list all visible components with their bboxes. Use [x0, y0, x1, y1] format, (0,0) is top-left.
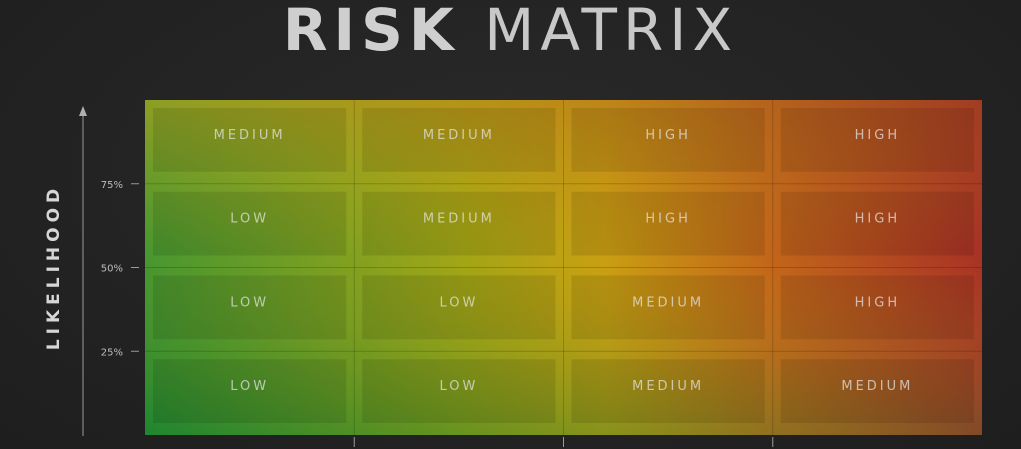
cell-risk-label: MEDIUM [841, 379, 913, 394]
cell-risk-label: HIGH [645, 128, 690, 143]
cell-inner-panel [780, 359, 974, 423]
matrix-cell: MEDIUM [153, 108, 347, 172]
x-axis-ticks [353, 437, 774, 447]
cell-inner-panel [571, 275, 765, 340]
cell-risk-label: LOW [439, 379, 478, 394]
cell-inner-panel [153, 191, 347, 256]
matrix-cell: MEDIUM [571, 275, 765, 340]
matrix-cell: MEDIUM [362, 108, 556, 172]
cell-inner-panel [153, 359, 347, 423]
cell-risk-label: HIGH [855, 212, 900, 227]
matrix-cell: LOW [153, 359, 347, 423]
y-axis-title: LIKELIHOOD [44, 183, 64, 351]
matrix-cell: HIGH [571, 191, 765, 256]
y-tick-label: 75% [101, 180, 123, 191]
cell-risk-label: MEDIUM [423, 212, 495, 227]
matrix-cell: LOW [362, 275, 556, 340]
cell-risk-label: LOW [439, 295, 478, 310]
cell-inner-panel [780, 108, 974, 172]
y-axis-arrow [79, 106, 87, 116]
cell-risk-label: MEDIUM [423, 128, 495, 143]
cell-risk-label: LOW [230, 212, 269, 227]
cell-risk-label: LOW [230, 295, 269, 310]
title-bold-word: RISK [282, 0, 460, 64]
cell-inner-panel [362, 359, 556, 423]
matrix-cells: MEDIUM MEDIUM HIGH HIGH LOW MEDIUM HIGH HIGH LOW… [153, 108, 974, 423]
matrix-cell: MEDIUM [780, 359, 974, 423]
page-title: RISK MATRIX [0, 0, 1021, 60]
y-tick-label: 50% [101, 264, 123, 275]
matrix-cell: MEDIUM [362, 191, 556, 256]
matrix-cell: LOW [153, 191, 347, 256]
cell-inner-panel [571, 191, 765, 256]
matrix-cell: LOW [362, 359, 556, 423]
cell-inner-panel [362, 275, 556, 340]
cell-risk-label: MEDIUM [632, 379, 704, 394]
cell-risk-label: HIGH [855, 128, 900, 143]
cell-inner-panel [571, 108, 765, 172]
matrix-cell: HIGH [780, 275, 974, 340]
matrix-cell: HIGH [571, 108, 765, 172]
matrix-grid [145, 100, 982, 435]
cell-risk-label: MEDIUM [214, 128, 286, 143]
cell-risk-label: MEDIUM [632, 295, 704, 310]
cell-inner-panel [362, 191, 556, 256]
matrix-cell: HIGH [780, 191, 974, 256]
matrix-background [145, 100, 982, 435]
cell-inner-panel [153, 275, 347, 340]
cell-inner-panel [153, 108, 347, 172]
cell-inner-panel [362, 108, 556, 172]
y-axis-ticks: 75% 50% 25% [101, 180, 139, 358]
cell-inner-panel [780, 275, 974, 340]
cell-risk-label: LOW [230, 379, 269, 394]
cell-inner-panel [780, 191, 974, 256]
cell-risk-label: HIGH [645, 212, 690, 227]
matrix-cell: LOW [153, 275, 347, 340]
matrix-cell: HIGH [780, 108, 974, 172]
title-light-word: MATRIX [484, 0, 739, 64]
cell-inner-panel [571, 359, 765, 423]
matrix-cell: MEDIUM [571, 359, 765, 423]
y-tick-label: 25% [101, 347, 123, 358]
cell-risk-label: HIGH [855, 295, 900, 310]
